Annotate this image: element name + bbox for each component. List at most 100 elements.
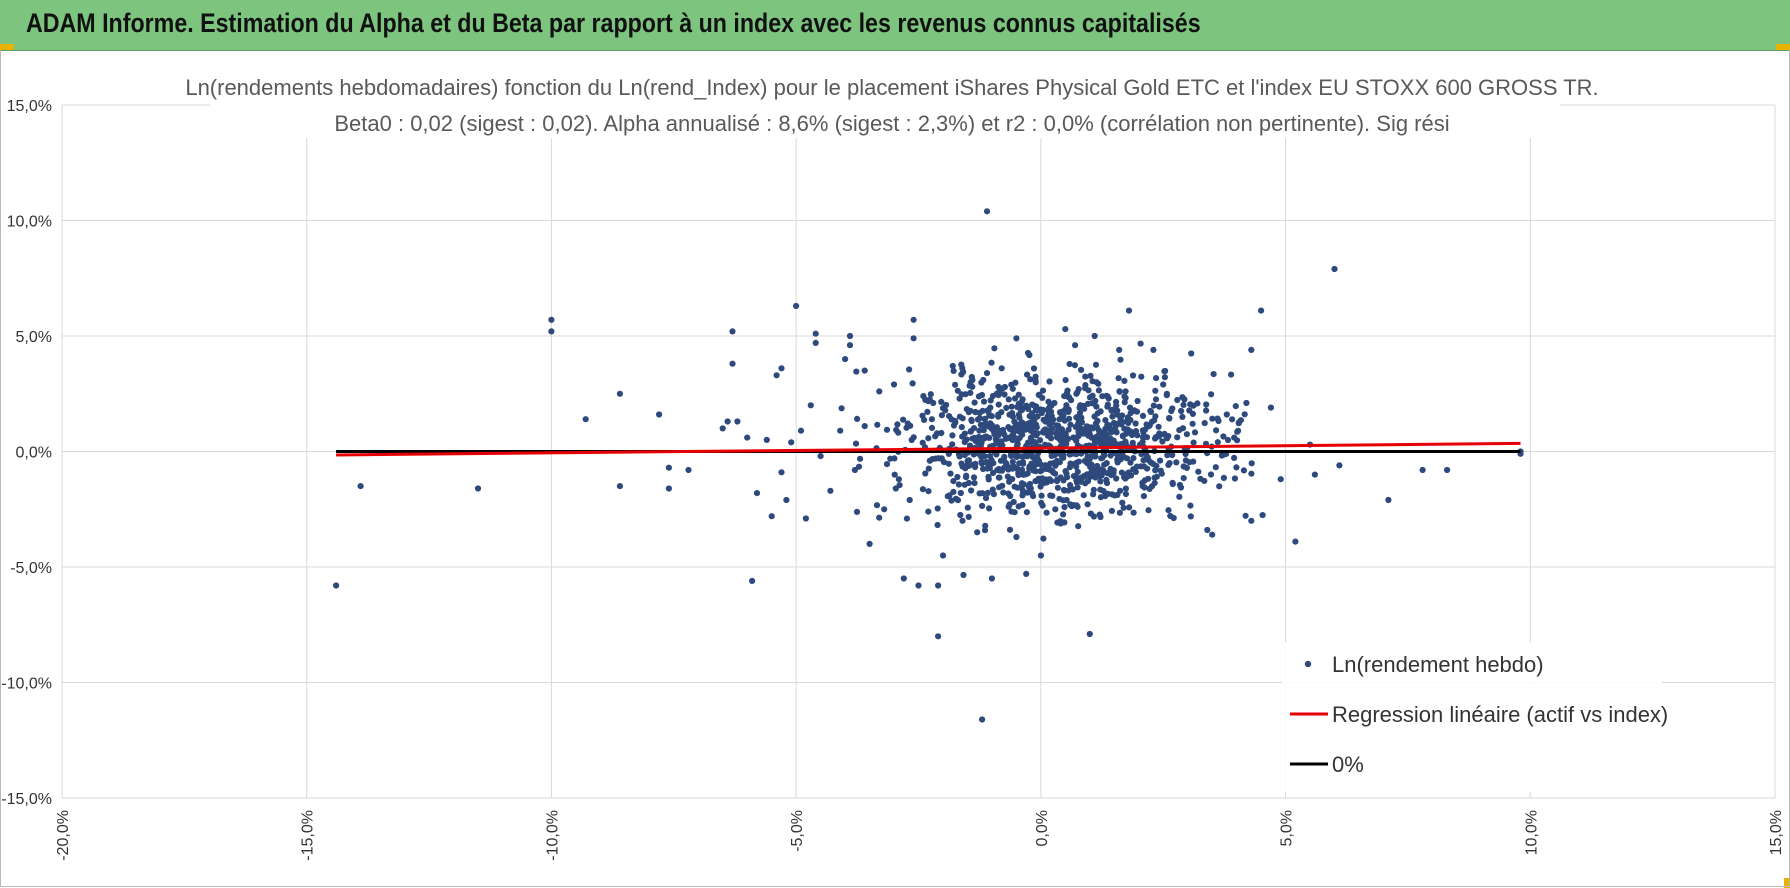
corner-mark-right	[1776, 44, 1790, 50]
data-point	[876, 514, 883, 521]
data-point	[1013, 533, 1020, 541]
data-point	[1109, 413, 1116, 420]
data-point	[1124, 417, 1132, 424]
data-point	[949, 432, 956, 439]
data-point	[1008, 432, 1016, 439]
data-point	[900, 575, 907, 582]
legend: Ln(rendement hebdo) Regression linéaire (…	[1282, 642, 1668, 792]
data-point	[968, 417, 975, 425]
data-point	[995, 401, 1002, 408]
data-point	[1015, 503, 1022, 510]
data-point	[1043, 509, 1050, 516]
data-point	[1098, 441, 1105, 448]
data-point	[1078, 430, 1085, 437]
data-point	[1231, 434, 1238, 441]
data-point	[1140, 463, 1148, 470]
data-point	[1208, 391, 1215, 398]
data-point	[1116, 346, 1123, 353]
data-point	[1092, 361, 1100, 368]
data-point	[842, 356, 849, 363]
data-point	[1228, 371, 1235, 378]
data-point	[961, 481, 968, 488]
data-point	[1110, 419, 1118, 427]
data-point	[1126, 404, 1134, 411]
data-point	[1047, 460, 1054, 467]
data-point	[981, 416, 988, 423]
data-point	[967, 389, 974, 396]
data-point	[957, 511, 964, 519]
data-point	[1097, 513, 1104, 521]
data-point	[812, 330, 819, 337]
data-point	[909, 380, 916, 387]
data-point	[1019, 487, 1026, 494]
data-point	[1139, 412, 1147, 419]
data-point	[990, 491, 998, 498]
data-point	[1061, 519, 1068, 526]
data-point	[1165, 461, 1172, 468]
data-point	[1034, 430, 1041, 437]
legend-backdrop	[1282, 642, 1662, 792]
data-point	[1060, 477, 1067, 484]
data-point	[1115, 375, 1122, 382]
data-point	[1006, 411, 1013, 418]
data-point	[1082, 373, 1089, 380]
data-point	[357, 483, 364, 490]
data-point	[959, 517, 966, 524]
data-point	[947, 470, 954, 477]
x-tick-label: -10,0%	[544, 810, 561, 861]
data-point	[1060, 511, 1067, 518]
data-point	[1169, 481, 1176, 488]
data-point	[1183, 431, 1190, 438]
data-point	[729, 360, 736, 367]
data-point	[1240, 467, 1247, 474]
data-point	[993, 424, 1001, 431]
data-point	[812, 339, 819, 346]
data-point	[980, 465, 987, 473]
data-point	[1057, 437, 1064, 445]
data-point	[1074, 503, 1081, 510]
data-point	[773, 372, 780, 379]
data-point	[915, 582, 922, 589]
y-tick-label: -10,0%	[1, 676, 52, 693]
data-point	[1241, 411, 1248, 418]
data-point	[1191, 429, 1199, 436]
data-point	[719, 425, 726, 432]
data-point	[966, 382, 973, 389]
data-point	[968, 487, 975, 494]
data-point	[1163, 392, 1170, 399]
data-point	[1061, 417, 1068, 424]
data-point	[1051, 452, 1058, 459]
data-point	[1207, 471, 1215, 478]
data-point	[1161, 430, 1168, 437]
data-point	[925, 465, 932, 472]
data-point	[995, 413, 1002, 420]
data-point	[979, 716, 986, 723]
data-point	[1067, 421, 1074, 428]
data-point	[1040, 535, 1047, 542]
data-point	[1019, 406, 1026, 413]
data-point	[939, 405, 947, 412]
data-point	[1143, 451, 1150, 459]
data-point	[1090, 491, 1097, 498]
data-point	[1214, 415, 1221, 422]
data-point	[1121, 393, 1128, 400]
data-point	[984, 489, 991, 496]
data-point	[1004, 473, 1011, 480]
data-point	[924, 408, 931, 415]
data-point	[988, 359, 995, 366]
data-point	[925, 488, 932, 495]
data-point	[1102, 425, 1109, 432]
data-point	[665, 485, 673, 492]
data-point	[1152, 396, 1160, 403]
data-point	[1082, 480, 1089, 487]
data-point	[1078, 366, 1085, 373]
data-point	[1001, 391, 1008, 398]
data-point	[964, 504, 971, 511]
data-point	[548, 316, 555, 323]
data-point	[1062, 326, 1069, 333]
data-point	[1197, 475, 1204, 482]
data-point	[980, 398, 988, 405]
data-point	[333, 582, 340, 589]
banner-title: ADAM Informe. Estimation du Alpha et du …	[26, 8, 1201, 38]
data-point	[874, 421, 881, 428]
